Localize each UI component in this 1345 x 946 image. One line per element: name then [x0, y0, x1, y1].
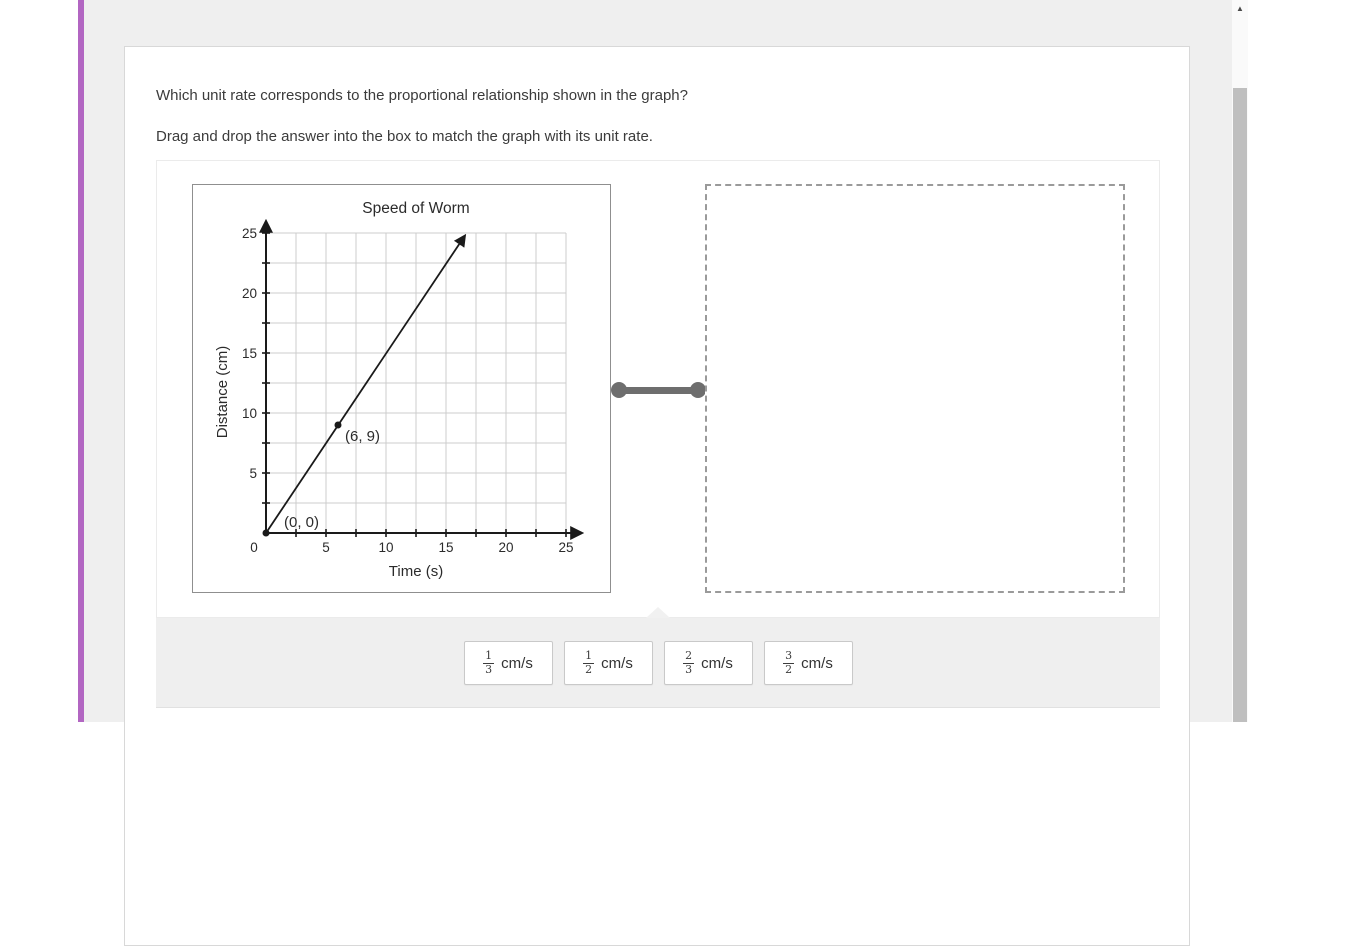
- svg-text:25: 25: [558, 540, 573, 555]
- fraction: 2 3: [683, 648, 695, 676]
- grid-lines: [266, 232, 567, 533]
- svg-text:10: 10: [378, 540, 393, 555]
- svg-text:25: 25: [242, 226, 257, 241]
- fraction-numerator: 1: [583, 648, 595, 664]
- axes: [259, 218, 585, 540]
- option-one-half[interactable]: 1 2 cm/s: [563, 641, 653, 685]
- svg-text:(0, 0): (0, 0): [284, 514, 319, 531]
- unit-label: cm/s: [501, 654, 533, 672]
- scrollbar-thumb[interactable]: [1233, 88, 1247, 722]
- fraction: 3 2: [783, 648, 795, 676]
- fraction-numerator: 2: [683, 648, 695, 664]
- answer-tray: 1 3 cm/s 1 2 cm/s 2 3: [156, 607, 1160, 708]
- svg-text:15: 15: [242, 346, 257, 361]
- fraction-denominator: 3: [685, 662, 693, 676]
- question-text: Which unit rate corresponds to the propo…: [156, 87, 688, 104]
- fraction-numerator: 3: [783, 648, 795, 664]
- data-line-and-points: [262, 233, 467, 537]
- svg-text:Speed of Worm: Speed of Worm: [362, 200, 469, 217]
- graph-svg: 0 5 10 15 20 25 5 10 15 20 25 Speed of Worm Time (s)…: [214, 200, 585, 580]
- matching-area: 0 5 10 15 20 25 5 10 15 20 25 Speed of Worm Time (s)…: [156, 160, 1160, 618]
- svg-text:Distance (cm): Distance (cm): [214, 346, 231, 439]
- svg-text:(6, 9): (6, 9): [345, 428, 380, 445]
- option-two-thirds[interactable]: 2 3 cm/s: [663, 641, 753, 685]
- svg-text:10: 10: [242, 406, 257, 421]
- fraction-denominator: 2: [585, 662, 593, 676]
- svg-text:0: 0: [250, 540, 258, 555]
- graph-panel: 0 5 10 15 20 25 5 10 15 20 25 Speed of Worm Time (s)…: [192, 184, 611, 593]
- svg-text:Time (s): Time (s): [389, 563, 443, 580]
- question-card: Which unit rate corresponds to the propo…: [124, 46, 1190, 946]
- connector-bar: [619, 387, 698, 394]
- fraction-denominator: 3: [485, 662, 493, 676]
- chart-text: 0 5 10 15 20 25 5 10 15 20 25 Speed of Worm Time (s)…: [214, 200, 574, 580]
- option-one-third[interactable]: 1 3 cm/s: [463, 641, 553, 685]
- options-row: 1 3 cm/s 1 2 cm/s 2 3: [156, 641, 1160, 685]
- matching-widget: 0 5 10 15 20 25 5 10 15 20 25 Speed of Worm Time (s)…: [156, 160, 1160, 708]
- scroll-up-arrow-icon[interactable]: ▲: [1236, 4, 1244, 13]
- unit-label: cm/s: [601, 654, 633, 672]
- fraction: 1 2: [583, 648, 595, 676]
- unit-label: cm/s: [801, 654, 833, 672]
- connector-dot-right: [690, 382, 706, 398]
- fraction-numerator: 1: [483, 648, 495, 664]
- svg-text:20: 20: [498, 540, 513, 555]
- fraction-denominator: 2: [785, 662, 793, 676]
- svg-text:5: 5: [322, 540, 330, 555]
- svg-text:5: 5: [249, 466, 257, 481]
- accent-bar: [78, 0, 84, 722]
- svg-text:15: 15: [438, 540, 453, 555]
- vertical-scrollbar: ▲: [1232, 0, 1248, 722]
- answer-drop-zone[interactable]: [705, 184, 1125, 593]
- question-instructions: Drag and drop the answer into the box to…: [156, 128, 653, 145]
- tray-notch-icon: [646, 607, 670, 618]
- connector: [611, 379, 706, 401]
- option-three-halves[interactable]: 3 2 cm/s: [763, 641, 853, 685]
- unit-label: cm/s: [701, 654, 733, 672]
- svg-text:20: 20: [242, 286, 257, 301]
- fraction: 1 3: [483, 648, 495, 676]
